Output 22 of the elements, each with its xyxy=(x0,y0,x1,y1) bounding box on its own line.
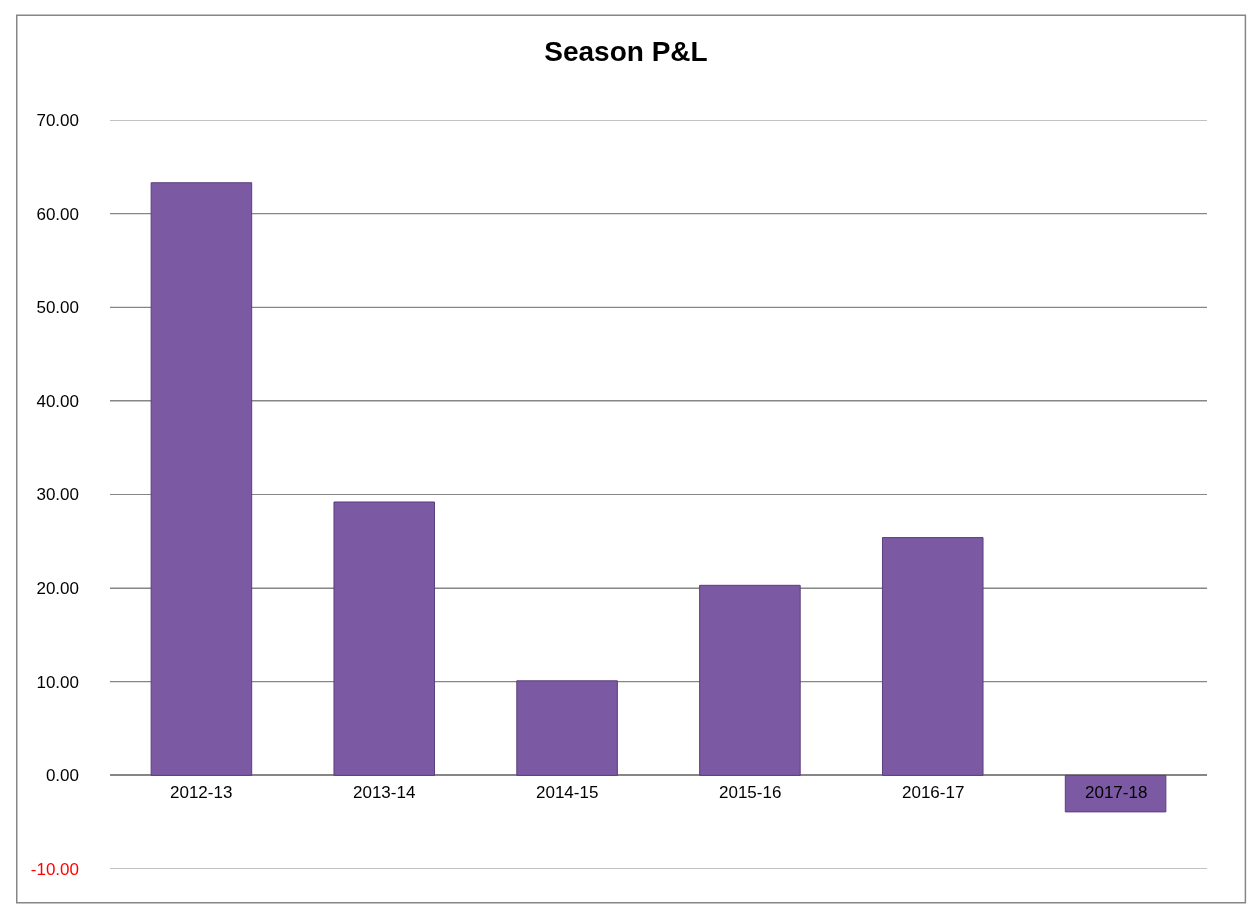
y-tick-label: 40.00 xyxy=(36,391,79,411)
x-tick-label: 2017-18 xyxy=(1085,783,1148,802)
y-tick-label: 10.00 xyxy=(36,672,79,692)
bar xyxy=(516,680,618,776)
x-tick-label: 2013-14 xyxy=(353,783,416,802)
x-tick-label: 2015-16 xyxy=(719,783,782,802)
y-tick-label: 0.00 xyxy=(45,766,79,786)
bar xyxy=(1064,774,1167,813)
y-tick-label: 60.00 xyxy=(36,204,79,224)
y-tick-label: 50.00 xyxy=(36,298,79,318)
bar xyxy=(150,182,253,776)
x-tick-label: 2014-15 xyxy=(536,783,599,802)
y-tick-label: 20.00 xyxy=(36,579,79,599)
bar xyxy=(881,537,984,776)
y-tick-label: 30.00 xyxy=(36,485,79,505)
chart-title: Season P&L xyxy=(544,35,708,67)
bar xyxy=(699,584,801,776)
y-tick-label: -10.00 xyxy=(30,859,79,879)
y-tick-label: 70.00 xyxy=(36,110,79,130)
bar xyxy=(333,501,436,776)
x-tick-label: 2012-13 xyxy=(170,783,233,802)
x-tick-label: 2016-17 xyxy=(902,783,965,802)
